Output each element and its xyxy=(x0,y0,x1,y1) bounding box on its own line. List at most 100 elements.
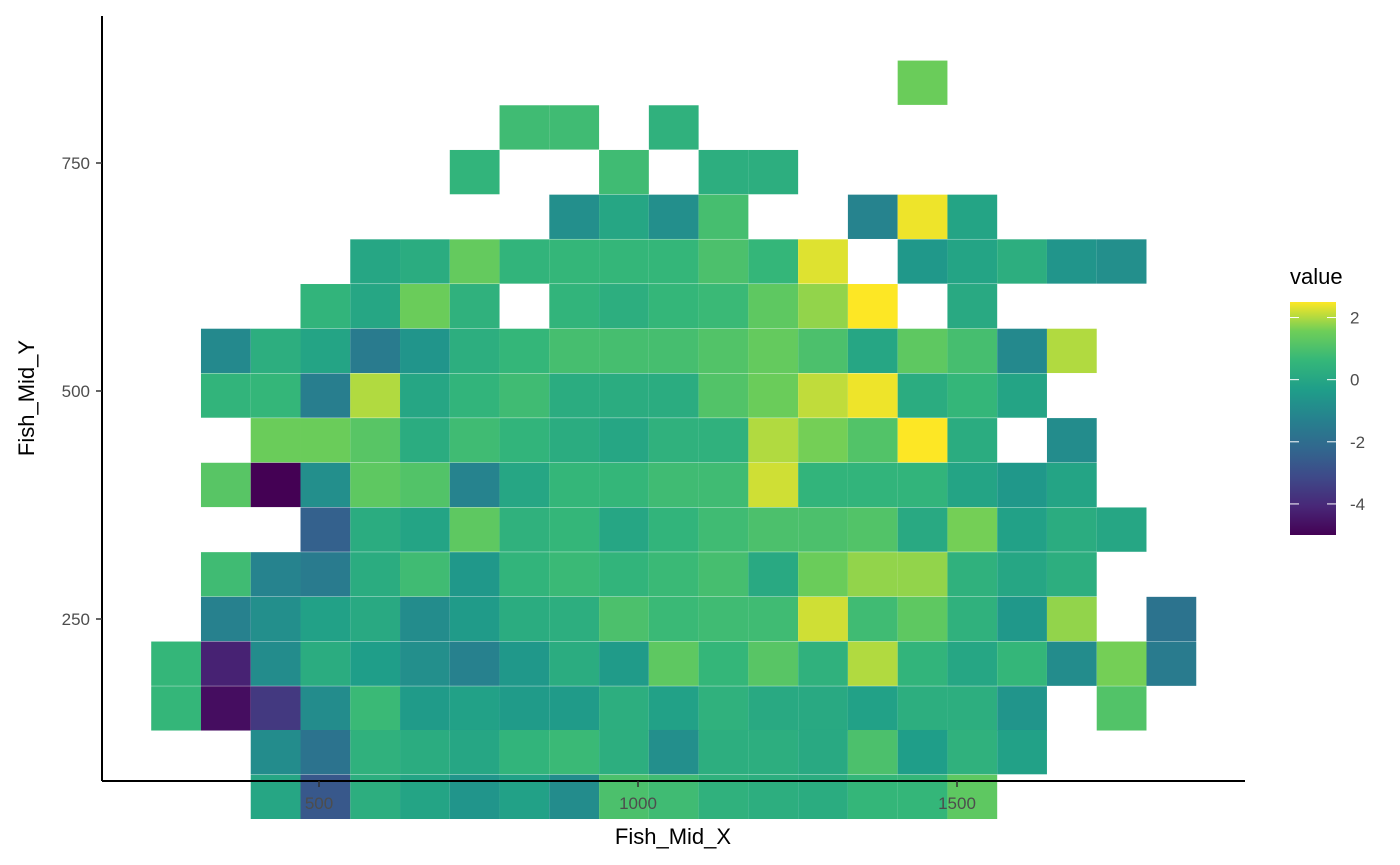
heatmap-cell xyxy=(897,418,948,463)
heatmap-cell xyxy=(748,149,799,195)
heatmap-cell xyxy=(947,729,998,775)
heatmap-cell xyxy=(599,149,649,195)
heatmap-cell xyxy=(648,552,699,597)
heatmap-cell xyxy=(250,641,301,686)
legend-tick-label: 0 xyxy=(1350,371,1359,390)
heatmap-cell xyxy=(947,507,998,552)
y-axis-title: Fish_Mid_Y xyxy=(14,340,39,456)
heatmap-cell xyxy=(698,328,749,374)
heatmap-cell xyxy=(748,729,799,775)
heatmap-cell xyxy=(499,552,550,597)
heatmap-cell xyxy=(449,729,500,775)
heatmap-cell xyxy=(897,552,948,597)
heatmap-cell xyxy=(947,641,998,686)
heatmap-cell xyxy=(748,774,799,819)
y-tick-label: 250 xyxy=(62,610,90,629)
heatmap-cell xyxy=(947,194,998,239)
heatmap-cell xyxy=(748,507,799,552)
heatmap-cell xyxy=(1046,239,1097,284)
heatmap-cell xyxy=(947,596,998,642)
heatmap-cell xyxy=(847,596,898,642)
heatmap-cell xyxy=(200,328,251,374)
heatmap-cell xyxy=(897,373,948,418)
heatmap-cell xyxy=(449,641,500,686)
heatmap-cell xyxy=(599,686,649,731)
heatmap-cell xyxy=(350,596,401,642)
heatmap-cell xyxy=(499,774,550,819)
heatmap-cell xyxy=(350,686,401,731)
heatmap-cell xyxy=(549,686,600,731)
heatmap-cell xyxy=(449,284,500,329)
heatmap-cell xyxy=(648,641,699,686)
heatmap-cell xyxy=(698,774,749,819)
heatmap-cell xyxy=(599,328,649,374)
heatmap-cell xyxy=(798,373,848,418)
heatmap-cell xyxy=(549,239,600,284)
heatmap-cell xyxy=(997,462,1047,508)
heatmap-cell xyxy=(847,729,898,775)
heatmap-cell xyxy=(698,729,749,775)
heatmap-cell xyxy=(748,418,799,463)
heatmap-cell xyxy=(648,105,699,150)
heatmap-cell xyxy=(847,507,898,552)
heatmap-cell xyxy=(648,774,699,819)
heatmap-cell xyxy=(698,239,749,284)
heatmap-cell xyxy=(151,641,201,686)
x-tick-label: 1000 xyxy=(619,794,657,813)
heatmap-cell xyxy=(997,507,1047,552)
heatmap-cell xyxy=(798,729,848,775)
heatmap-cell xyxy=(549,552,600,597)
heatmap-cell xyxy=(698,462,749,508)
heatmap-cell xyxy=(847,552,898,597)
heatmap-cell xyxy=(449,239,500,284)
heatmap-cell xyxy=(350,552,401,597)
heatmap-cell xyxy=(400,552,450,597)
heatmap-cell xyxy=(350,729,401,775)
heatmap-cell xyxy=(599,239,649,284)
heatmap-cell xyxy=(947,552,998,597)
heatmap-cell xyxy=(847,373,898,418)
heatmap-cell xyxy=(698,552,749,597)
heatmap-cell xyxy=(897,596,948,642)
heatmap-cell xyxy=(847,194,898,239)
y-tick-label: 500 xyxy=(62,382,90,401)
heatmap-cell xyxy=(350,418,401,463)
heatmap-cell xyxy=(350,328,401,374)
heatmap-cell xyxy=(449,686,500,731)
heatmap-cell xyxy=(350,641,401,686)
heatmap-cell xyxy=(648,284,699,329)
heatmap-cell xyxy=(1096,507,1147,552)
heatmap-cell xyxy=(798,418,848,463)
heatmap-cell xyxy=(648,328,699,374)
heatmap-cell xyxy=(499,373,550,418)
heatmap-cell xyxy=(599,552,649,597)
heatmap-cell xyxy=(1046,328,1097,374)
heatmap-cell xyxy=(400,328,450,374)
heatmap-cell xyxy=(250,462,301,508)
heatmap-cell xyxy=(250,774,301,819)
heatmap-cell xyxy=(350,507,401,552)
heatmap-cell xyxy=(1096,686,1147,731)
heatmap-cell xyxy=(449,596,500,642)
heatmap-cell xyxy=(897,641,948,686)
heatmap-cell xyxy=(947,328,998,374)
heatmap-cell xyxy=(300,729,351,775)
heatmap-cell xyxy=(947,239,998,284)
heatmap-cell xyxy=(499,507,550,552)
legend-title: value xyxy=(1290,264,1343,289)
heatmap-cell xyxy=(549,105,600,150)
heatmap-cell xyxy=(947,373,998,418)
heatmap-cell xyxy=(798,328,848,374)
heatmap-cell xyxy=(798,774,848,819)
heatmap-cell xyxy=(449,149,500,195)
heatmap-cell xyxy=(250,418,301,463)
heatmap-cell xyxy=(449,328,500,374)
heatmap-cell xyxy=(499,418,550,463)
heatmap-cell xyxy=(648,596,699,642)
heatmap-cell xyxy=(698,284,749,329)
heatmap-cell xyxy=(648,686,699,731)
x-axis-title: Fish_Mid_X xyxy=(615,824,731,849)
heatmap-cell xyxy=(648,418,699,463)
legend-tick-label: -4 xyxy=(1350,495,1365,514)
